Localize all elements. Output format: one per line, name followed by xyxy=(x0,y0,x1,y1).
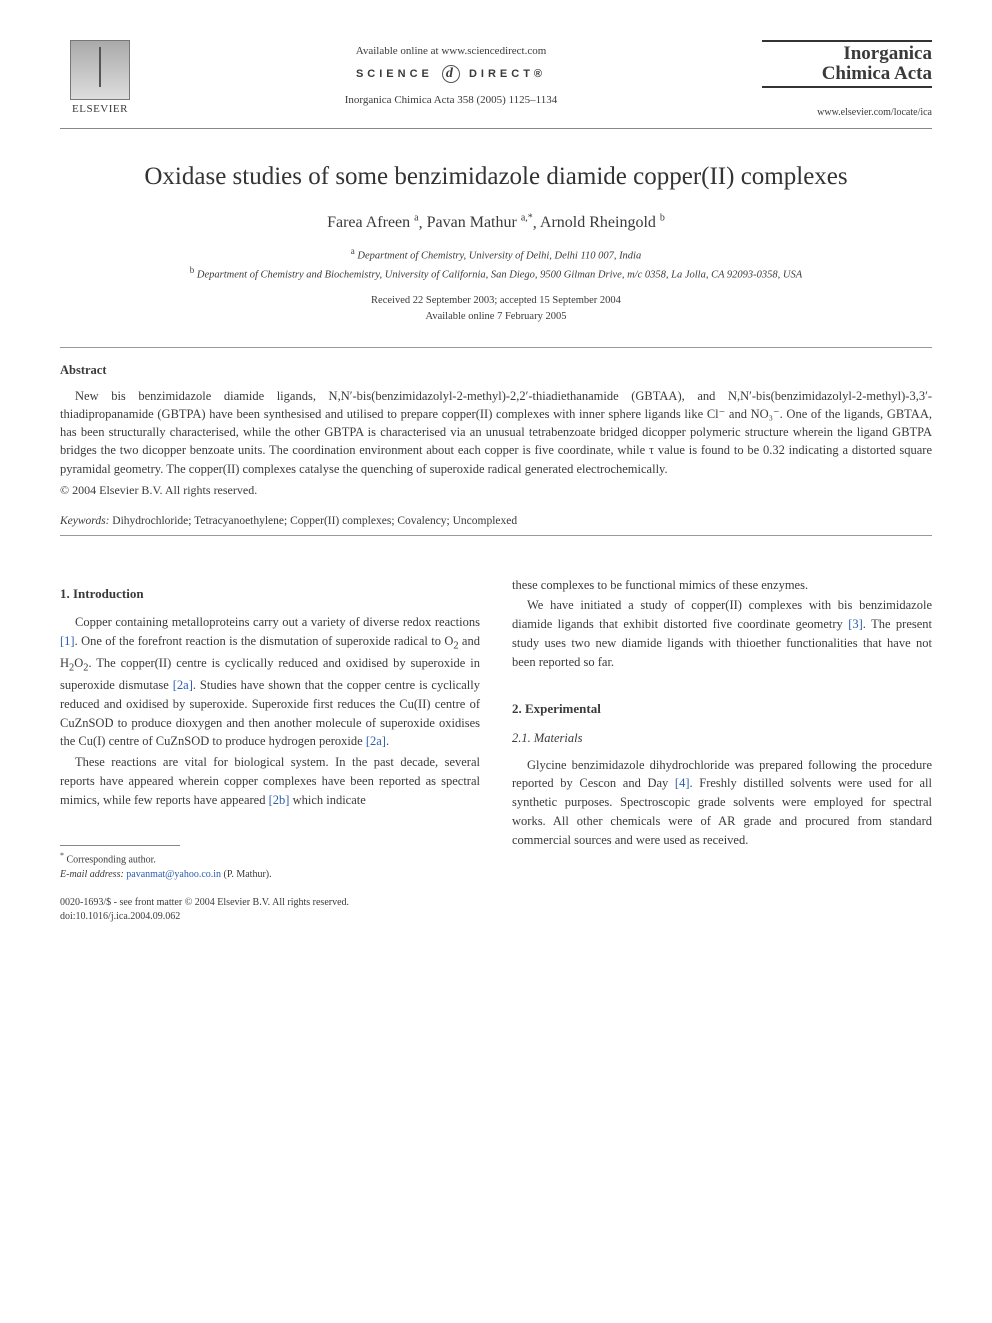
ref-4-link[interactable]: [4] xyxy=(675,776,690,790)
abstract-paragraph: New bis benzimidazole diamide ligands, N… xyxy=(60,387,932,478)
materials-p1: Glycine benzimidazole dihydrochloride wa… xyxy=(512,756,932,850)
keywords-label: Keywords: xyxy=(60,515,109,527)
author-3: Arnold Rheingold b xyxy=(540,214,665,231)
abstract-top-rule xyxy=(60,347,932,348)
intro-p3: these complexes to be functional mimics … xyxy=(512,576,932,595)
sd-right: DIRECT® xyxy=(469,68,546,80)
article-dates: Received 22 September 2003; accepted 15 … xyxy=(60,293,932,325)
ref-3-link[interactable]: [3] xyxy=(848,617,863,631)
footer-block: * Corresponding author. E-mail address: … xyxy=(60,845,480,923)
abstract-copyright: © 2004 Elsevier B.V. All rights reserved… xyxy=(60,482,932,499)
corresponding-note: * Corresponding author. xyxy=(60,850,480,867)
abstract-label: Abstract xyxy=(60,362,932,380)
intro-p1: Copper containing metalloproteins carry … xyxy=(60,613,480,751)
brand-line2: Chimica Acta xyxy=(822,63,932,84)
email-label: E-mail address: xyxy=(60,869,124,880)
center-header: Available online at www.sciencedirect.co… xyxy=(140,40,762,109)
corresponding-marker: ,* xyxy=(525,213,533,224)
intro-p4: We have initiated a study of copper(II) … xyxy=(512,596,932,671)
footer-rule xyxy=(60,845,180,846)
subsection-2-1-heading: 2.1. Materials xyxy=(512,729,932,748)
doi-line: doi:10.1016/j.ica.2004.09.062 xyxy=(60,910,480,924)
dates-online: Available online 7 February 2005 xyxy=(426,311,567,322)
header-row: ELSEVIER Available online at www.science… xyxy=(60,40,932,120)
journal-brand: Inorganica Chimica Acta www.elsevier.com… xyxy=(762,40,932,120)
intro-p2: These reactions are vital for biological… xyxy=(60,753,480,809)
ref-2a-link[interactable]: [2a] xyxy=(173,678,193,692)
affiliation-b: Department of Chemistry and Biochemistry… xyxy=(197,269,802,280)
body-columns: 1. Introduction Copper containing metall… xyxy=(60,576,932,924)
author-2: Pavan Mathur a,* xyxy=(427,214,533,231)
author-1: Farea Afreen a xyxy=(327,214,419,231)
abstract-bottom-rule xyxy=(60,535,932,536)
article-title: Oxidase studies of some benzimidazole di… xyxy=(60,159,932,194)
affiliation-a: Department of Chemistry, University of D… xyxy=(357,250,641,261)
available-online-text: Available online at www.sciencedirect.co… xyxy=(140,44,762,59)
authors-line: Farea Afreen a, Pavan Mathur a,*, Arnold… xyxy=(60,212,932,235)
ref-2b-link[interactable]: [2b] xyxy=(269,793,290,807)
right-column: these complexes to be functional mimics … xyxy=(512,576,932,924)
email-line: E-mail address: pavanmat@yahoo.co.in (P.… xyxy=(60,868,480,882)
email-link[interactable]: pavanmat@yahoo.co.in xyxy=(126,869,221,880)
affiliations: a Department of Chemistry, University of… xyxy=(60,245,932,284)
locate-url: www.elsevier.com/locate/ica xyxy=(762,106,932,120)
left-column: 1. Introduction Copper containing metall… xyxy=(60,576,480,924)
journal-brand-name: Inorganica Chimica Acta xyxy=(762,40,932,88)
keywords: Keywords: Dihydrochloride; Tetracyanoeth… xyxy=(60,513,932,529)
section-1-heading: 1. Introduction xyxy=(60,584,480,604)
abstract-body: New bis benzimidazole diamide ligands, N… xyxy=(60,387,932,478)
sd-left: SCIENCE xyxy=(356,68,433,80)
sciencedirect-logo: SCIENCE DIRECT® xyxy=(140,65,762,83)
elsevier-tree-icon xyxy=(70,40,130,100)
dates-received: Received 22 September 2003; accepted 15 … xyxy=(371,295,621,306)
elsevier-logo: ELSEVIER xyxy=(60,40,140,117)
elsevier-label: ELSEVIER xyxy=(72,102,128,117)
issn-line: 0020-1693/$ - see front matter © 2004 El… xyxy=(60,896,480,910)
email-person: (P. Mathur). xyxy=(224,869,272,880)
brand-line1: Inorganica xyxy=(843,43,932,64)
header-rule xyxy=(60,128,932,129)
ref-2a-link-2[interactable]: [2a] xyxy=(366,734,386,748)
keywords-list: Dihydrochloride; Tetracyanoethylene; Cop… xyxy=(112,515,517,527)
citation-line: Inorganica Chimica Acta 358 (2005) 1125–… xyxy=(140,93,762,108)
section-2-heading: 2. Experimental xyxy=(512,699,932,719)
ref-1-link[interactable]: [1] xyxy=(60,634,75,648)
sd-circle-icon xyxy=(442,65,460,83)
